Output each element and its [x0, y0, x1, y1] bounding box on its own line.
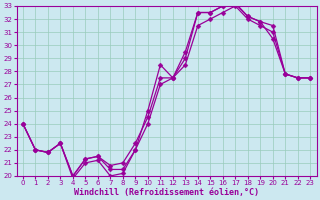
X-axis label: Windchill (Refroidissement éolien,°C): Windchill (Refroidissement éolien,°C) [74, 188, 259, 197]
